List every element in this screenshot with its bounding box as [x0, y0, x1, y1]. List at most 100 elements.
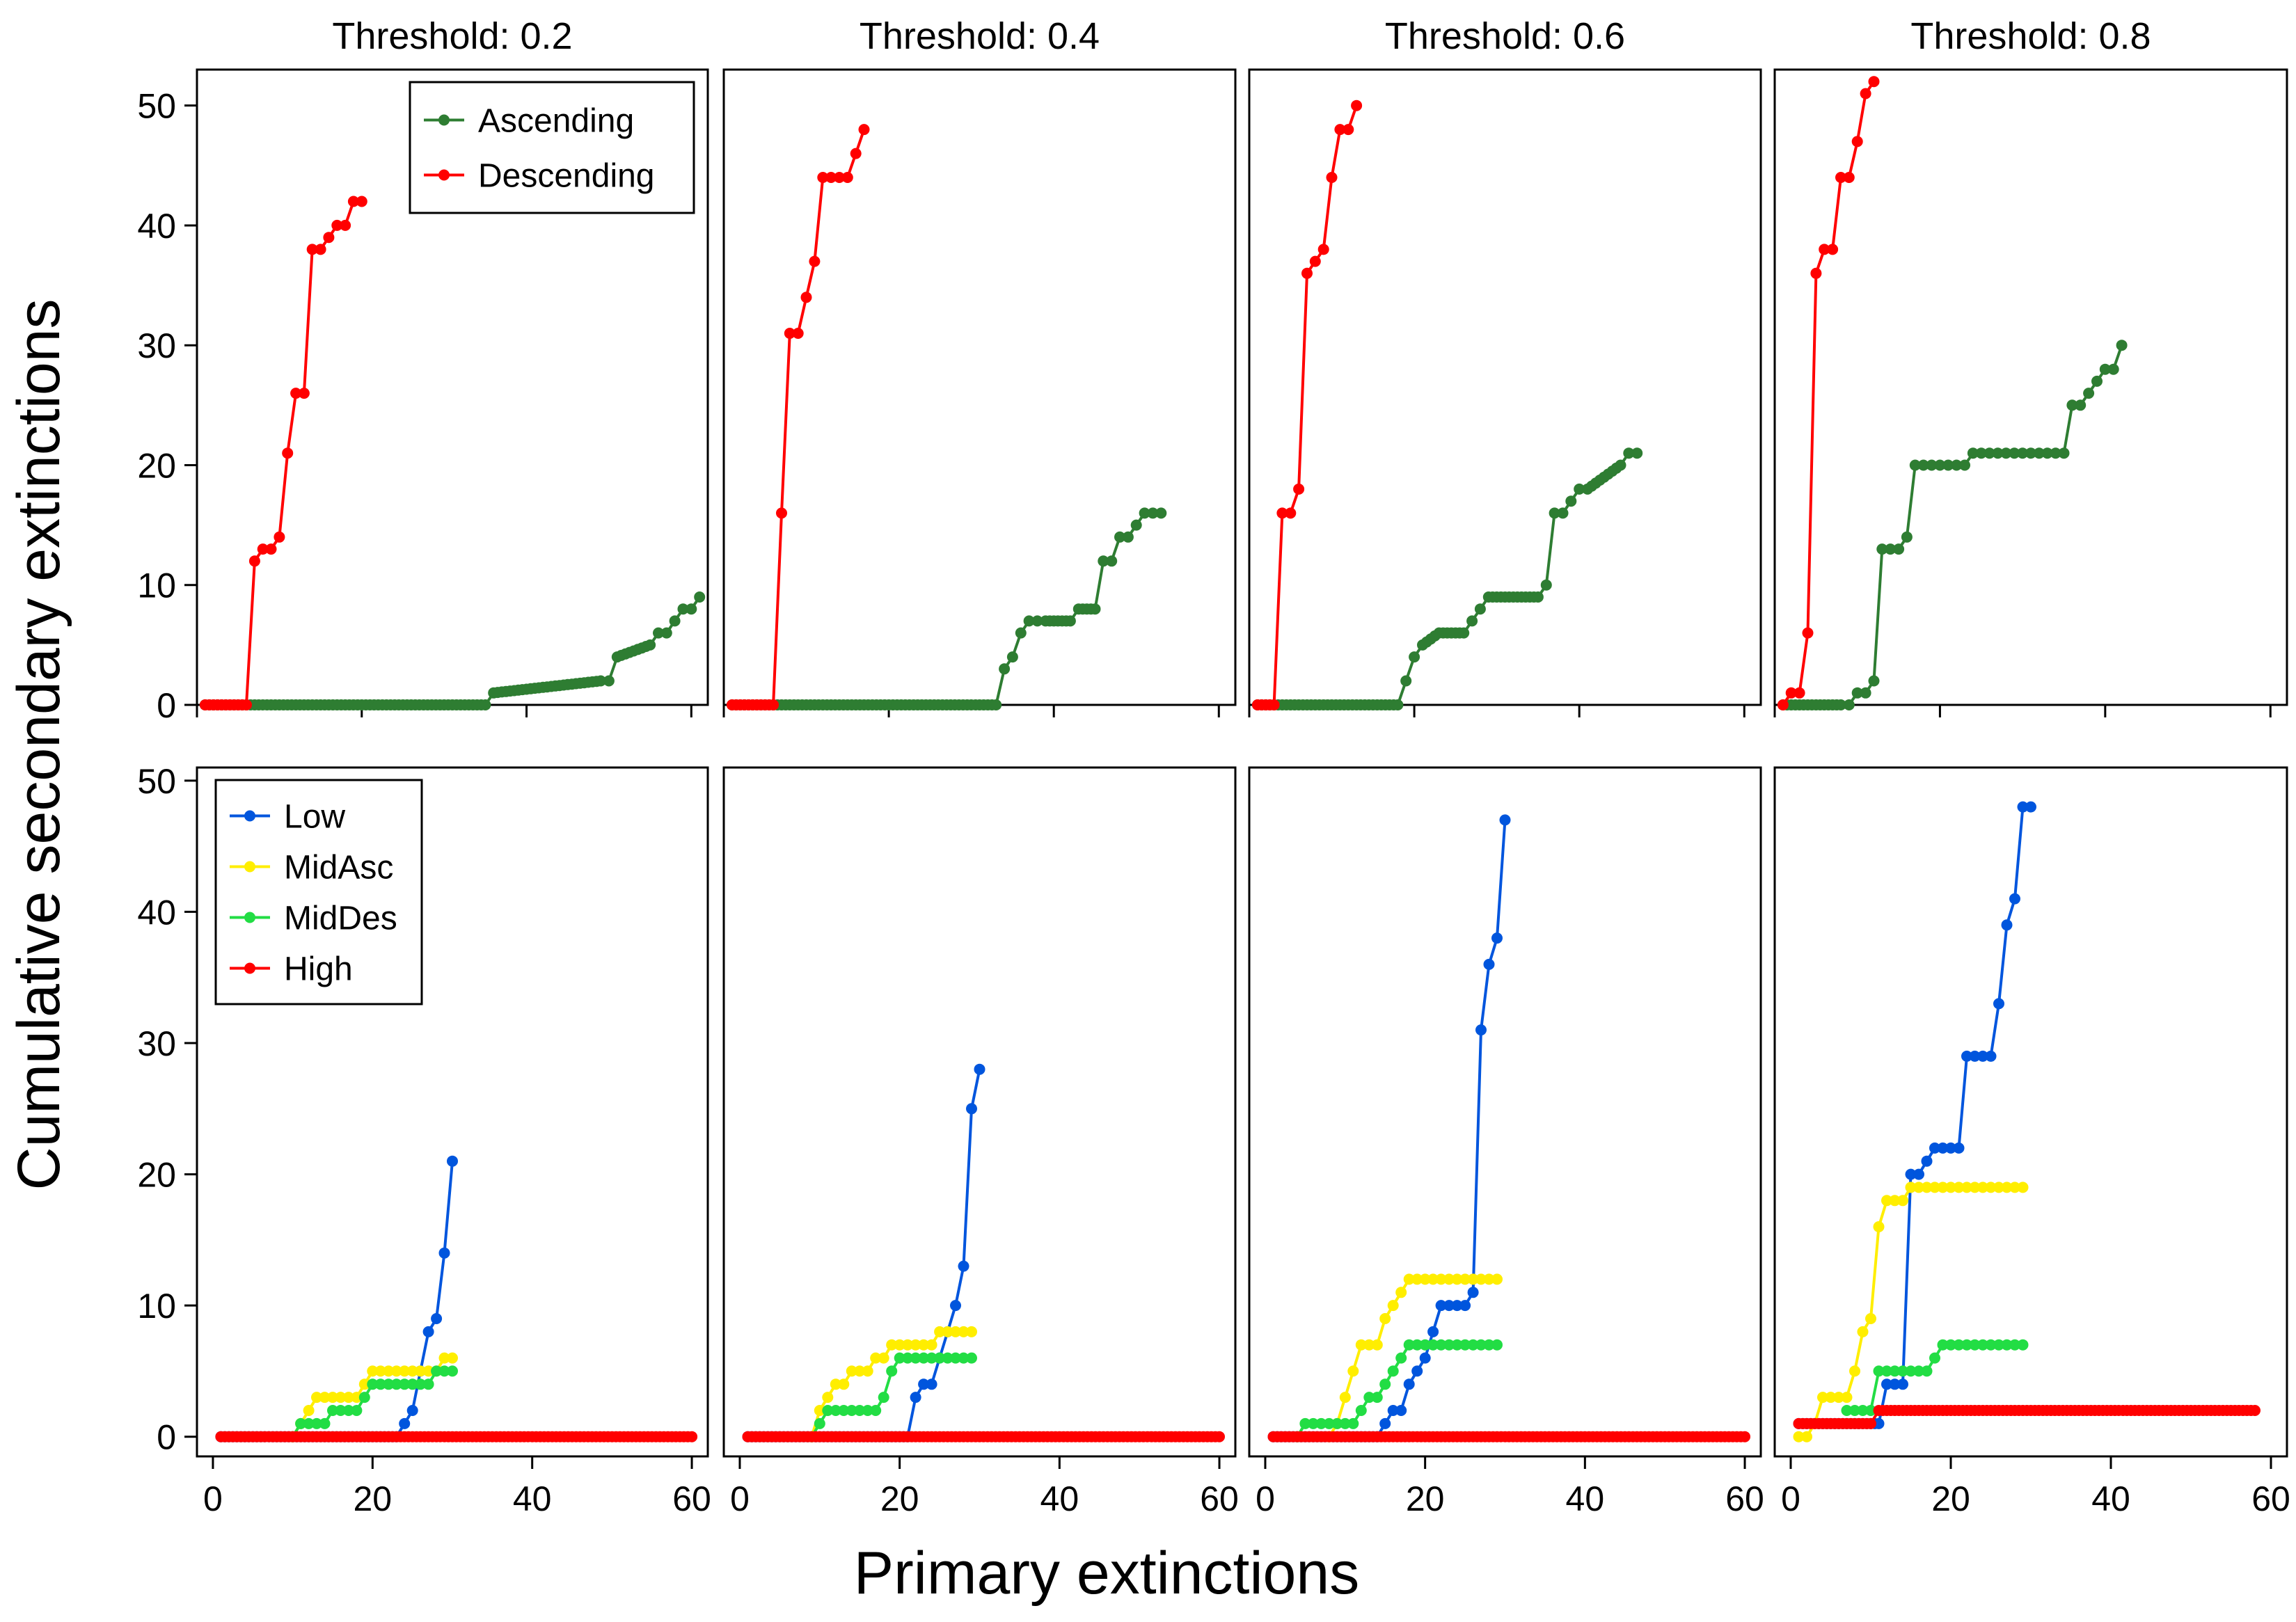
x-tick-label: 40: [513, 1479, 552, 1518]
data-point: [1977, 1050, 1988, 1062]
data-point: [399, 1365, 411, 1377]
data-point: [399, 1417, 411, 1429]
data-point: [846, 1365, 857, 1377]
legend-item: MidAsc: [230, 850, 393, 886]
data-point: [918, 1352, 930, 1364]
data-point: [1992, 447, 2004, 459]
data-point: [1315, 1417, 1327, 1429]
data-point: [950, 1352, 961, 1364]
data-point: [1921, 1365, 1933, 1377]
data-point: [1006, 651, 1018, 663]
data-point: [1897, 1195, 1908, 1207]
legend-item: High: [230, 951, 353, 988]
data-point: [918, 1339, 930, 1351]
data-point: [2050, 447, 2061, 459]
series-ascending: [1777, 340, 2128, 710]
data-point: [926, 1378, 937, 1390]
data-point: [1905, 1168, 1917, 1180]
data-point: [1532, 591, 1544, 603]
data-point: [1810, 267, 1822, 279]
data-point: [1392, 699, 1404, 710]
data-point: [653, 627, 664, 639]
data-point: [1993, 998, 2004, 1010]
data-point: [1905, 1182, 1917, 1193]
panel-frame: [1248, 68, 1762, 706]
data-point: [1885, 543, 1897, 555]
data-point: [1343, 124, 1354, 136]
data-point: [1873, 1221, 1885, 1232]
data-point: [926, 1352, 937, 1364]
legend-swatch-dot: [438, 114, 450, 126]
data-point: [1801, 1431, 1812, 1442]
data-point: [1841, 1405, 1853, 1416]
data-point: [1794, 687, 1805, 699]
data-point: [390, 1378, 402, 1390]
data-point: [1953, 1339, 1965, 1351]
data-point: [1945, 1142, 1956, 1154]
data-point: [1363, 1392, 1375, 1404]
data-point: [1849, 1405, 1860, 1416]
data-point: [1901, 531, 1913, 543]
data-point: [1897, 1365, 1908, 1377]
data-point: [1114, 531, 1125, 543]
y-tick-label: 10: [137, 1287, 176, 1326]
data-point: [1889, 1195, 1901, 1207]
data-point: [878, 1352, 889, 1364]
data-point: [1953, 1142, 1965, 1154]
data-point: [2099, 363, 2111, 375]
series-high: [1793, 1405, 2261, 1429]
data-point: [374, 1365, 386, 1377]
data-point: [1881, 1365, 1892, 1377]
data-point: [1301, 267, 1313, 279]
series-ascending: [1251, 447, 1643, 710]
data-point: [1419, 1339, 1431, 1351]
data-point: [2009, 1182, 2020, 1193]
data-point: [2001, 1339, 2013, 1351]
panel-6: 0 20 40 60: [722, 766, 1239, 1518]
data-point: [2009, 447, 2020, 459]
data-point: [406, 1378, 418, 1390]
legend-swatch-dot: [244, 912, 255, 923]
data-point: [1064, 615, 1076, 627]
panel-title: Threshold: 0.2: [332, 15, 572, 57]
data-point: [1411, 1273, 1423, 1285]
series-middes: [1841, 1339, 2029, 1416]
data-point: [1395, 1287, 1407, 1298]
data-point: [447, 1352, 458, 1364]
data-point: [347, 196, 359, 207]
data-point: [595, 675, 607, 687]
data-point: [1411, 1365, 1423, 1377]
y-tick-label: 40: [137, 893, 176, 932]
data-point: [1427, 1339, 1439, 1351]
data-point: [2009, 893, 2020, 905]
series-midasc: [806, 1326, 977, 1442]
legend-swatch-dot: [244, 861, 255, 873]
data-point: [1959, 459, 1970, 471]
data-point: [306, 244, 318, 255]
data-point: [1873, 1417, 1885, 1429]
data-point: [319, 1392, 331, 1404]
data-point: [966, 1103, 977, 1115]
data-point: [1351, 100, 1363, 111]
data-point: [1913, 1182, 1924, 1193]
data-point: [311, 1392, 322, 1404]
data-point: [1299, 1417, 1311, 1429]
data-point: [248, 555, 260, 567]
data-point: [1491, 1273, 1503, 1285]
data-point: [1889, 1365, 1901, 1377]
data-point: [1860, 88, 1871, 100]
panel-7: 0 20 40 60: [1248, 766, 1764, 1518]
data-point: [950, 1300, 961, 1312]
data-point: [1411, 1339, 1423, 1351]
figure-xlabel: Primary extinctions: [854, 1540, 1359, 1607]
series-high: [1267, 1431, 1750, 1442]
data-point: [1785, 687, 1797, 699]
data-point: [415, 1365, 427, 1377]
data-point: [1475, 1339, 1487, 1351]
x-tick-label: 40: [1566, 1479, 1605, 1518]
data-point: [422, 1326, 434, 1337]
data-point: [1023, 615, 1035, 627]
data-point: [886, 1365, 898, 1377]
series-descending: [199, 196, 367, 710]
x-tick-label: 20: [880, 1479, 919, 1518]
